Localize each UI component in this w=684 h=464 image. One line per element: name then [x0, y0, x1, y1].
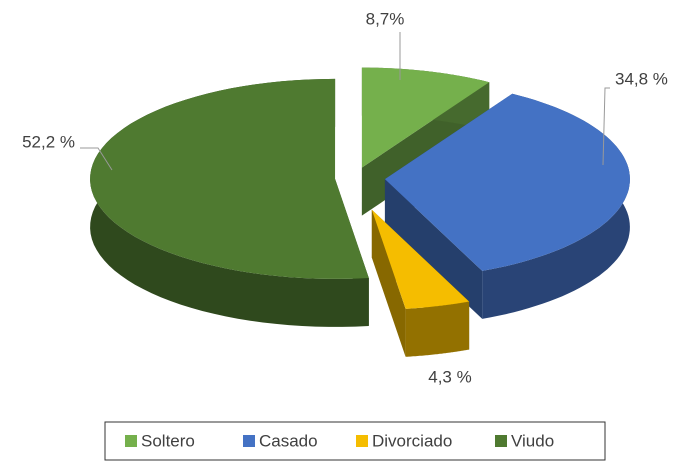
slice — [371, 209, 470, 309]
slice — [361, 67, 490, 168]
slice-side — [405, 301, 470, 357]
legend-label: Divorciado — [372, 431, 452, 450]
labels: 8,7% 34,8 % 4,3 % 52,2 % Soltero Casado Divorc… — [22, 9, 668, 450]
data-label: 52,2 % — [22, 132, 75, 151]
slice-cut — [384, 179, 483, 319]
legend-label: Soltero — [141, 431, 195, 450]
slice — [90, 78, 369, 279]
legend-swatch — [243, 435, 255, 447]
leader-line — [80, 147, 113, 171]
slice — [384, 93, 630, 271]
data-label: 34,8 % — [615, 69, 668, 88]
leader-line — [602, 87, 610, 166]
legend-box — [104, 421, 606, 461]
slice-cut — [371, 209, 406, 357]
data-label: 8,7% — [366, 9, 405, 28]
legend-swatch — [125, 435, 137, 447]
legend-swatch — [356, 435, 368, 447]
legend-label: Viudo — [511, 431, 554, 450]
legend-label: Casado — [259, 431, 318, 450]
legend-swatch — [495, 435, 507, 447]
data-label: 4,3 % — [428, 367, 471, 386]
slice-tops — [90, 67, 630, 309]
